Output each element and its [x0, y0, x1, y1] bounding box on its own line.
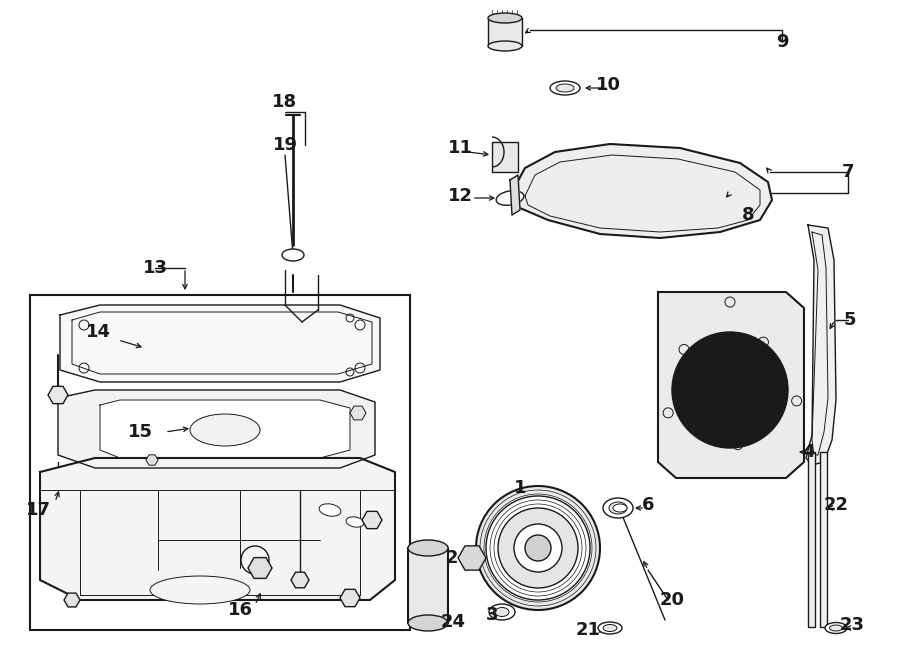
Polygon shape — [510, 175, 520, 215]
Text: 20: 20 — [660, 591, 685, 609]
Circle shape — [686, 346, 774, 434]
Text: 1: 1 — [514, 479, 526, 497]
Text: 11: 11 — [447, 139, 473, 157]
Circle shape — [514, 524, 562, 572]
Ellipse shape — [556, 84, 574, 92]
Bar — [492, 142, 518, 172]
Bar — [408, 548, 448, 623]
Text: 9: 9 — [776, 33, 788, 51]
Text: 2: 2 — [446, 549, 458, 567]
Text: 10: 10 — [596, 76, 620, 94]
Text: 7: 7 — [842, 163, 854, 181]
Ellipse shape — [408, 540, 448, 556]
Ellipse shape — [320, 504, 341, 516]
Polygon shape — [291, 572, 309, 588]
Text: 6: 6 — [642, 496, 654, 514]
Ellipse shape — [825, 623, 847, 633]
Text: 19: 19 — [273, 136, 298, 154]
Polygon shape — [40, 458, 395, 600]
Circle shape — [476, 486, 600, 610]
Polygon shape — [64, 593, 80, 607]
Circle shape — [672, 332, 788, 448]
Circle shape — [525, 535, 551, 561]
Ellipse shape — [488, 13, 522, 23]
Polygon shape — [458, 546, 486, 570]
Ellipse shape — [488, 41, 522, 51]
Polygon shape — [512, 144, 772, 238]
Ellipse shape — [282, 249, 304, 261]
Text: 14: 14 — [86, 323, 111, 341]
Text: 8: 8 — [742, 206, 754, 224]
Text: 18: 18 — [273, 93, 298, 111]
Text: 4: 4 — [802, 443, 814, 461]
Bar — [488, 18, 522, 46]
Ellipse shape — [603, 625, 617, 631]
Bar — [820, 452, 827, 627]
Circle shape — [498, 508, 578, 588]
Polygon shape — [806, 225, 836, 465]
Ellipse shape — [408, 615, 448, 631]
Bar — [808, 452, 815, 627]
Ellipse shape — [346, 517, 364, 527]
Text: 23: 23 — [840, 616, 865, 634]
Polygon shape — [146, 455, 158, 465]
Text: 3: 3 — [486, 606, 499, 624]
Circle shape — [715, 375, 745, 405]
Polygon shape — [100, 400, 350, 458]
Ellipse shape — [150, 576, 250, 604]
Ellipse shape — [496, 190, 524, 206]
Text: 15: 15 — [128, 423, 152, 441]
Ellipse shape — [613, 504, 627, 512]
Ellipse shape — [609, 502, 627, 514]
Text: 24: 24 — [440, 613, 465, 631]
Ellipse shape — [489, 604, 515, 620]
Ellipse shape — [190, 414, 260, 446]
Polygon shape — [362, 512, 382, 529]
Polygon shape — [58, 390, 375, 468]
Text: 5: 5 — [844, 311, 856, 329]
Ellipse shape — [598, 622, 622, 634]
Ellipse shape — [550, 81, 580, 95]
Bar — [30, 295, 410, 630]
Polygon shape — [248, 558, 272, 578]
Polygon shape — [350, 406, 366, 420]
Text: 16: 16 — [228, 601, 253, 619]
Text: 17: 17 — [25, 501, 50, 519]
Circle shape — [723, 383, 737, 397]
Circle shape — [486, 496, 590, 600]
Text: 13: 13 — [142, 259, 167, 277]
Polygon shape — [48, 386, 68, 404]
Ellipse shape — [830, 625, 842, 631]
Text: 22: 22 — [824, 496, 849, 514]
Polygon shape — [340, 590, 360, 607]
Text: 21: 21 — [575, 621, 600, 639]
Text: 12: 12 — [447, 187, 473, 205]
Polygon shape — [658, 292, 804, 478]
Ellipse shape — [495, 607, 509, 617]
Circle shape — [702, 362, 758, 418]
Ellipse shape — [603, 498, 633, 518]
Polygon shape — [60, 305, 380, 382]
